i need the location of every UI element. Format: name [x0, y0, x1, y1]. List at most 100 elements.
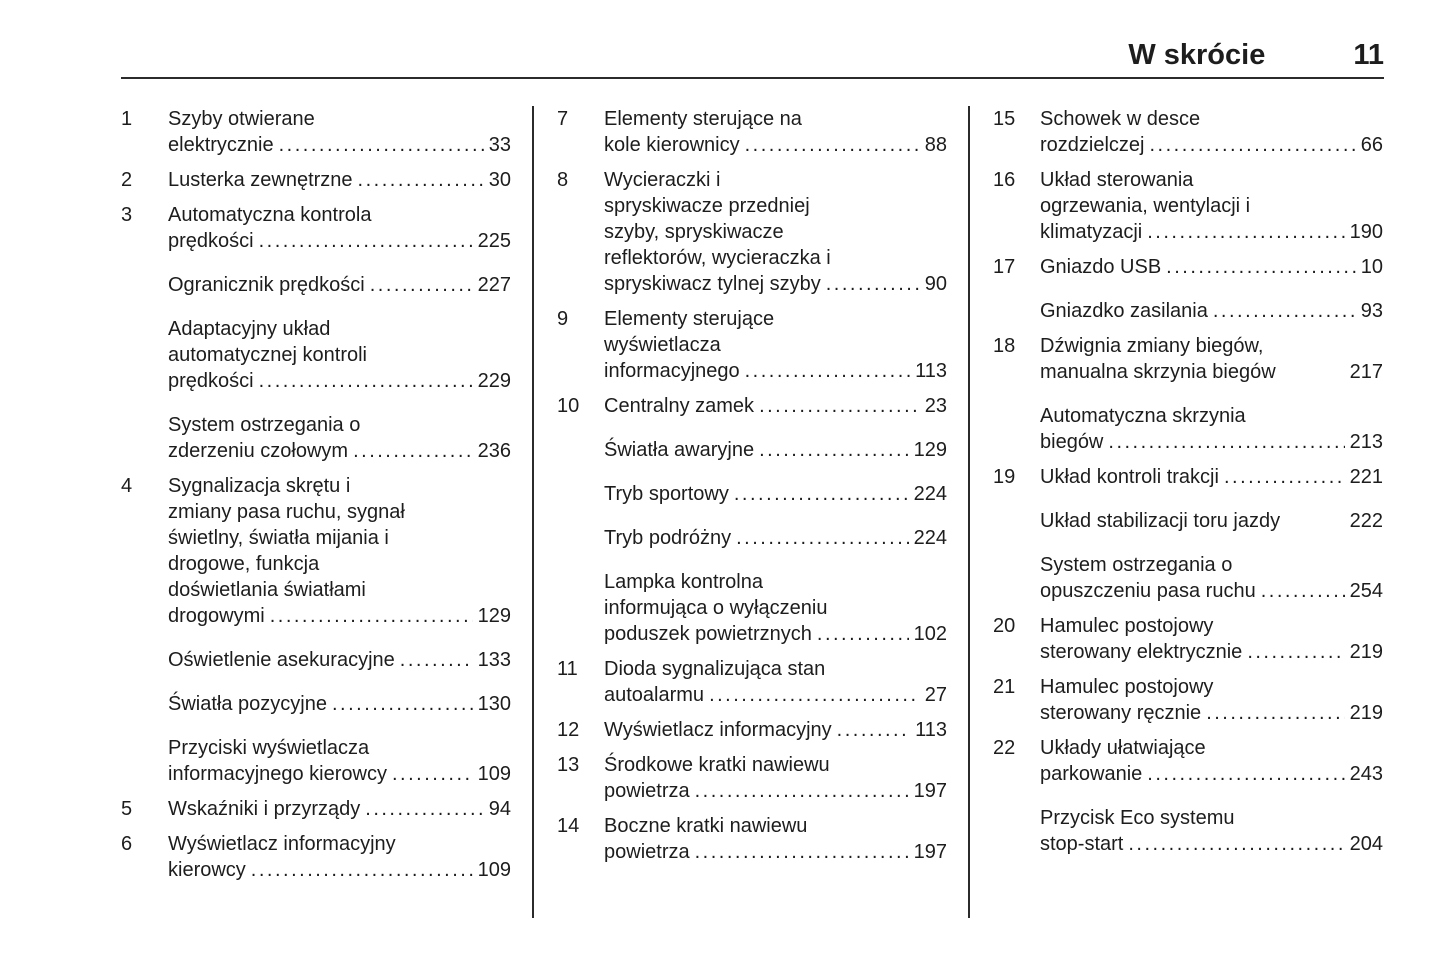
- toc-column-1: 1 Szyby otwierane elektrycznie 33 2 Lusterka …: [121, 106, 511, 918]
- toc-entry-label-line: Dioda sygnalizująca stan: [604, 658, 826, 680]
- toc-entry: Tryb podróżny 224: [557, 525, 947, 551]
- toc-entry-page: 221: [1349, 466, 1383, 488]
- toc-entry-label: kierowcy: [168, 859, 246, 881]
- toc-entry-page: 129: [477, 605, 511, 627]
- toc-entry: 11 Dioda sygnalizująca stan autoalarmu 27: [557, 656, 947, 708]
- toc-entry-label-line: zmiany pasa ruchu, sygnał: [168, 501, 405, 523]
- toc-entry-number: [993, 298, 1040, 324]
- toc-entry-number: 11: [557, 658, 578, 680]
- toc-entry: 14 Boczne kratki nawiewu powietrza 197: [557, 813, 947, 865]
- page-number: 11: [1353, 39, 1384, 71]
- dot-leader: [736, 525, 909, 551]
- toc-entry-label: Gniazdko zasilania: [1040, 300, 1208, 322]
- toc-entry-page: 27: [924, 684, 947, 706]
- toc-entry-number: 22: [993, 737, 1016, 759]
- dot-leader: [1147, 761, 1344, 787]
- dot-leader: [837, 717, 910, 743]
- toc-entry: Tryb sportowy 224: [557, 481, 947, 507]
- toc-entry-label: spryskiwacz tylnej szyby: [604, 273, 821, 295]
- toc-entry-label: Światła awaryjne: [604, 439, 755, 461]
- toc-entry-number: 20: [993, 615, 1016, 637]
- toc-entry-page: 197: [913, 841, 947, 863]
- toc-entry-label-line: informująca o wyłączeniu: [604, 597, 828, 619]
- toc-entry-number: [993, 805, 1040, 857]
- toc-entry: 7 Elementy sterujące na kole kierownicy 88: [557, 106, 947, 158]
- dot-leader: [817, 621, 909, 647]
- toc-entry: 15 Schowek w desce rozdzielczej 66: [993, 106, 1383, 158]
- section-title: W skrócie: [1128, 39, 1266, 71]
- toc-entry-number: [557, 481, 604, 507]
- toc-entry-number: 8: [557, 169, 569, 191]
- toc-entry-label-line: reflektorów, wycieraczka i: [604, 247, 831, 269]
- toc-entry-page: 90: [924, 273, 947, 295]
- toc-entry-number: 19: [993, 466, 1016, 488]
- toc-entry: 5 Wskaźniki i przyrządy 94: [121, 796, 511, 822]
- toc-entry: 12 Wyświetlacz informacyjny 113: [557, 717, 947, 743]
- toc-entry-number: 21: [993, 676, 1016, 698]
- toc-entry-page: 224: [913, 527, 947, 549]
- toc-entry-label: Centralny zamek: [604, 395, 755, 417]
- column-divider: [968, 106, 970, 918]
- toc-entry: 4 Sygnalizacja skrętu i zmiany pasa ruchu,…: [121, 473, 511, 629]
- toc-entry: Adaptacyjny układ automatycznej kontroli p…: [121, 316, 511, 394]
- dot-leader: [1261, 578, 1345, 604]
- toc-entry-label: powietrza: [604, 780, 690, 802]
- toc-entry-number: [121, 316, 168, 394]
- toc-entry-number: [121, 647, 168, 673]
- toc-entry-page: 133: [477, 649, 511, 671]
- toc-entry-page: 227: [477, 274, 511, 296]
- dot-leader: [1206, 700, 1344, 726]
- toc-entry-page: 113: [915, 360, 947, 382]
- dot-leader: [1247, 639, 1344, 665]
- page-header: W skrócie 11: [121, 38, 1384, 79]
- toc-entry-label-line: wyświetlacza: [604, 334, 721, 356]
- dot-leader: [358, 167, 484, 193]
- toc-entry: 20 Hamulec postojowy sterowany elektryczni…: [993, 613, 1383, 665]
- toc-entry-label: parkowanie: [1040, 763, 1143, 785]
- dot-leader: [759, 393, 920, 419]
- toc-entry-page: 213: [1349, 431, 1383, 453]
- toc-entry-label: manualna skrzynia biegów: [1040, 361, 1276, 383]
- dot-leader: [709, 682, 920, 708]
- toc-entry-label-line: Elementy sterujące: [604, 308, 775, 330]
- toc-entry-label: prędkości: [168, 370, 254, 392]
- dot-leader: [259, 368, 473, 394]
- dot-leader: [1166, 254, 1356, 280]
- toc-entry-page: 30: [488, 169, 511, 191]
- toc-entry-label-line: doświetlania światłami: [168, 579, 366, 601]
- toc-entry-number: [121, 272, 168, 298]
- toc-entry-label-line: System ostrzegania o: [1040, 554, 1233, 576]
- toc-entry-label: sterowany ręcznie: [1040, 702, 1202, 724]
- dot-leader: [1224, 464, 1345, 490]
- toc-entry-label-line: świetlny, światła mijania i: [168, 527, 389, 549]
- dot-leader: [734, 481, 909, 507]
- toc-entry-number: 3: [121, 204, 133, 226]
- toc-entry-label: elektrycznie: [168, 134, 274, 156]
- toc-entry-label-line: Wycieraczki i: [604, 169, 721, 191]
- toc-entry-label-line: Hamulec postojowy: [1040, 615, 1214, 637]
- toc-entry-page: 66: [1360, 134, 1383, 156]
- toc-entry-page: 130: [477, 693, 511, 715]
- toc-entry-label: Wskaźniki i przyrządy: [168, 798, 361, 820]
- toc-entry-label: poduszek powietrznych: [604, 623, 812, 645]
- toc-entry-label-line: Automatyczna skrzynia: [1040, 405, 1246, 427]
- toc-entry-page: 204: [1349, 833, 1383, 855]
- toc-entry-page: 113: [915, 719, 947, 741]
- dot-leader: [695, 839, 909, 865]
- toc-entry-label-line: Układ sterowania: [1040, 169, 1194, 191]
- toc-entry-label: Lusterka zewnętrzne: [168, 169, 353, 191]
- toc-entry-page: 229: [477, 370, 511, 392]
- toc-entry-label: Światła pozycyjne: [168, 693, 327, 715]
- toc-entry: Przycisk Eco systemu stop-start 204: [993, 805, 1383, 857]
- toc-entry-page: 243: [1349, 763, 1383, 785]
- toc-entry-label-line: Układy ułatwiające: [1040, 737, 1206, 759]
- toc-entry-number: 15: [993, 108, 1016, 130]
- toc-entry-label-line: spryskiwacze przedniej: [604, 195, 810, 217]
- toc-entry-label-line: drogowe, funkcja: [168, 553, 320, 575]
- toc-entry: Ogranicznik prędkości 227: [121, 272, 511, 298]
- toc-entry-number: 18: [993, 335, 1016, 357]
- dot-leader: [370, 272, 473, 298]
- dot-leader: [270, 603, 473, 629]
- toc-entry-label-line: Lampka kontrolna: [604, 571, 763, 593]
